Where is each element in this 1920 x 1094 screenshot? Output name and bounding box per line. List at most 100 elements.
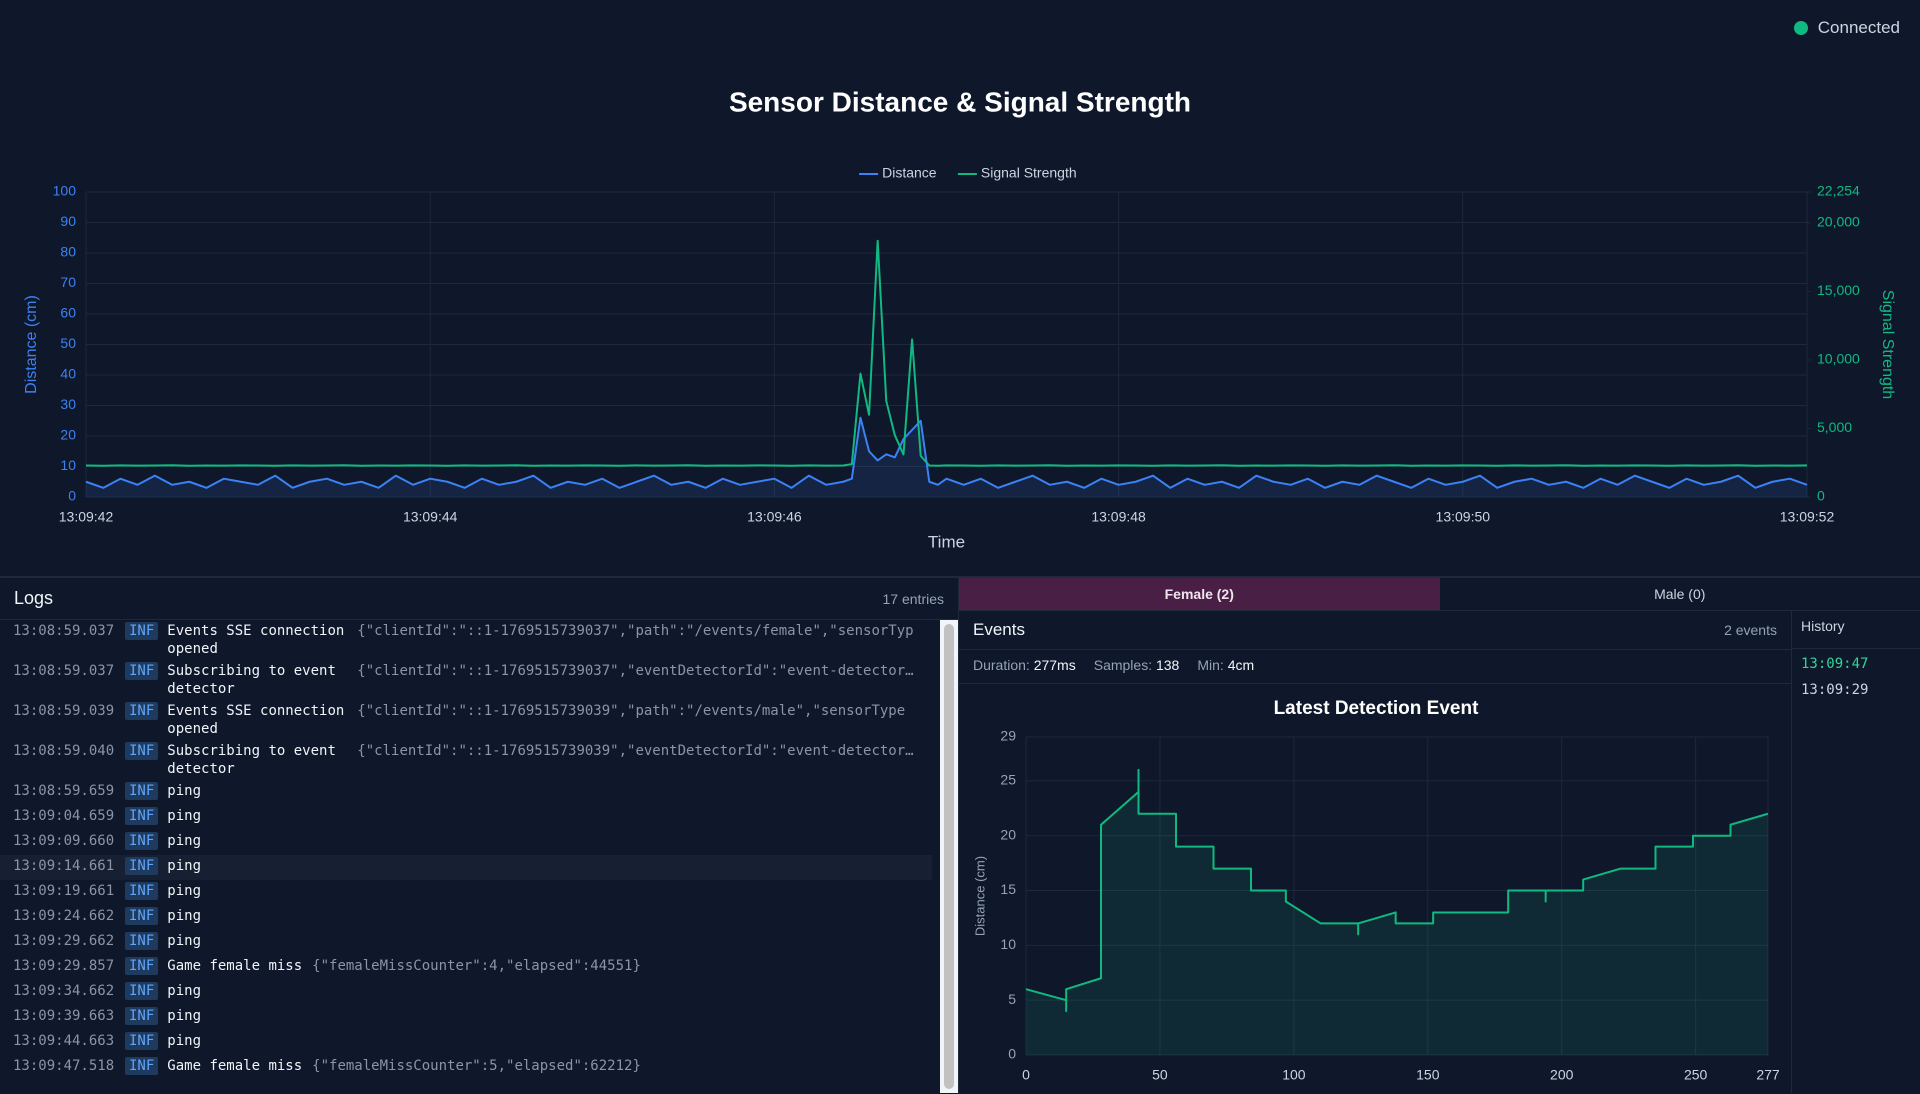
scrollbar-thumb[interactable]: [944, 624, 954, 1089]
x-tick-label: 13:09:48: [1091, 509, 1146, 525]
log-message: ping: [167, 782, 201, 800]
log-message: Game female miss: [167, 1057, 302, 1075]
x-tick-label: 250: [1684, 1067, 1708, 1083]
y2-tick-label: 20,000: [1817, 214, 1860, 230]
log-meta: {"clientId":"::1-1769515739039","path":"…: [357, 702, 922, 720]
y-tick-label: 90: [60, 213, 76, 229]
history-title: History: [1792, 610, 1920, 649]
y-tick-label: 100: [53, 183, 77, 199]
events-title: Events: [973, 620, 1025, 640]
line: [86, 241, 1807, 466]
x-tick-label: 13:09:42: [59, 509, 114, 525]
log-level: INF: [125, 622, 158, 640]
log-level: INF: [125, 832, 158, 850]
tabs: Female (2) Male (0): [959, 577, 1920, 611]
y-tick-label: 10: [1000, 936, 1016, 952]
log-time: 13:09:24.662: [13, 907, 125, 925]
x-tick-label: 13:09:52: [1780, 509, 1835, 525]
y-tick-label: 80: [60, 244, 76, 260]
history-item: 13:09:29: [1792, 675, 1920, 701]
y-axis-label: Distance (cm): [972, 856, 987, 936]
stat: Min: 4cm: [1197, 657, 1254, 673]
events-header: Events 2 events: [959, 610, 1791, 650]
tab[interactable]: Female (2): [959, 578, 1440, 610]
scrollbar[interactable]: [940, 620, 958, 1093]
log-message: ping: [167, 807, 201, 825]
y-tick-label: 50: [60, 335, 76, 351]
y-tick-label: 30: [60, 396, 76, 412]
log-time: 13:09:14.661: [13, 857, 125, 875]
legend-label: Signal Strength: [981, 165, 1077, 181]
y2-axis-label: Signal Strength: [1879, 290, 1896, 399]
y-tick-label: 0: [1008, 1046, 1016, 1062]
y2-tick-label: 15,000: [1817, 282, 1860, 298]
log-message: ping: [167, 982, 201, 1000]
log-level: INF: [125, 742, 158, 760]
log-level: INF: [125, 782, 158, 800]
stat-label: Samples:: [1094, 657, 1152, 673]
x-tick-label: 13:09:46: [747, 509, 802, 525]
x-tick-label: 100: [1282, 1067, 1306, 1083]
area: [86, 418, 1807, 497]
stat-label: Min:: [1197, 657, 1223, 673]
stat-value: 4cm: [1228, 657, 1254, 673]
y2-tick-label: 5,000: [1817, 419, 1852, 435]
y-tick-label: 20: [1000, 826, 1016, 842]
stat: Duration: 277ms: [973, 657, 1076, 673]
status-text: Connected: [1818, 18, 1900, 38]
log-level: INF: [125, 907, 158, 925]
log-time: 13:09:29.662: [13, 932, 125, 950]
log-time: 13:09:47.518: [13, 1057, 125, 1075]
x-tick-label: 13:09:50: [1436, 509, 1491, 525]
area: [1026, 770, 1768, 1055]
log-level: INF: [125, 1007, 158, 1025]
log-message: Subscribing to event detector: [167, 742, 347, 778]
legend-label: Distance: [882, 165, 937, 181]
y-tick-label: 10: [60, 457, 76, 473]
tab[interactable]: Male (0): [1440, 578, 1920, 610]
y2-tick-label: 0: [1817, 488, 1825, 504]
stat-value: 138: [1156, 657, 1179, 673]
log-meta: {"clientId":"::1-1769515739037","eventDe…: [357, 662, 922, 680]
log-level: INF: [125, 662, 158, 680]
log-message: Game female miss: [167, 957, 302, 975]
log-level: INF: [125, 982, 158, 1000]
log-time: 13:09:04.659: [13, 807, 125, 825]
log-level: INF: [125, 1057, 158, 1075]
log-message: ping: [167, 1007, 201, 1025]
log-level: INF: [125, 702, 158, 720]
y-tick-label: 70: [60, 274, 76, 290]
stat: Samples: 138: [1094, 657, 1180, 673]
log-level: INF: [125, 932, 158, 950]
log-message: Events SSE connection opened: [167, 702, 347, 738]
events-count: 2 events: [1724, 622, 1777, 638]
x-tick-label: 200: [1550, 1067, 1574, 1083]
y2-tick-label: 10,000: [1817, 351, 1860, 367]
log-message: ping: [167, 857, 201, 875]
x-tick-label: 150: [1416, 1067, 1440, 1083]
status-dot: [1794, 21, 1808, 35]
x-tick-label: 13:09:44: [403, 509, 458, 525]
divider: [959, 683, 1791, 684]
y-tick-label: 0: [68, 488, 76, 504]
logs-title: Logs: [14, 588, 53, 609]
y-tick-label: 40: [60, 366, 76, 382]
log-level: INF: [125, 1032, 158, 1050]
y-axis-label: Distance (cm): [23, 295, 40, 394]
history-item: 13:09:47: [1792, 649, 1920, 675]
